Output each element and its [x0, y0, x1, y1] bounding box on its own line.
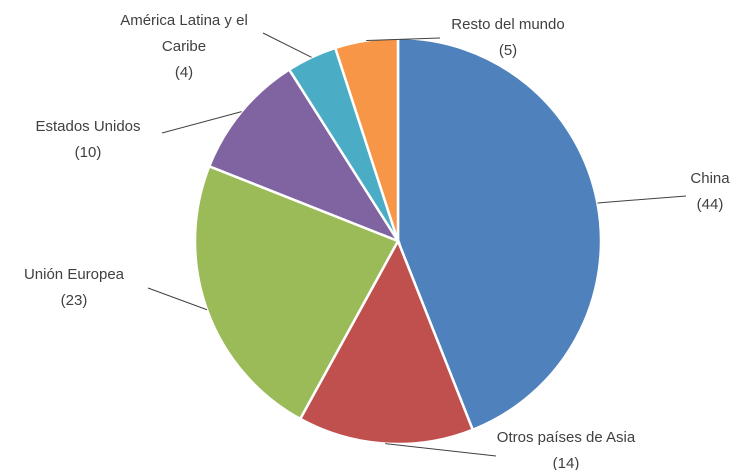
- slice-name: Otros países de Asia: [496, 429, 636, 446]
- slice-label: América Latina y el Caribe (4): [114, 8, 254, 86]
- leader-line: [147, 287, 208, 311]
- leader-line: [161, 111, 242, 134]
- slice-name: América Latina y el Caribe: [120, 12, 248, 55]
- slice-value: (10): [74, 144, 102, 161]
- slice-name: Resto del mundo: [451, 16, 565, 33]
- pie-slice: [193, 164, 400, 421]
- slice-name: China: [690, 170, 730, 187]
- leader-line: [597, 195, 687, 204]
- slice-label: Unión Europea (23): [0, 262, 149, 314]
- slice-value: (44): [696, 196, 724, 213]
- slice-value: (4): [174, 64, 194, 81]
- slice-label: China (44): [670, 166, 738, 218]
- slice-label: Otros países de Asia (14): [476, 425, 656, 470]
- pie-slice: [207, 67, 402, 244]
- slice-label: Estados Unidos (10): [13, 114, 163, 166]
- slice-name: Estados Unidos: [35, 118, 141, 135]
- slice-value: (5): [498, 42, 518, 59]
- leader-line: [262, 32, 312, 58]
- pie-slice: [298, 238, 475, 446]
- leader-line: [385, 443, 497, 457]
- slice-label: Resto del mundo (5): [433, 12, 583, 64]
- slice-value: (14): [552, 455, 580, 470]
- slice-value: (23): [60, 292, 88, 309]
- leader-line: [366, 37, 441, 41]
- slice-name: Unión Europea: [23, 266, 125, 283]
